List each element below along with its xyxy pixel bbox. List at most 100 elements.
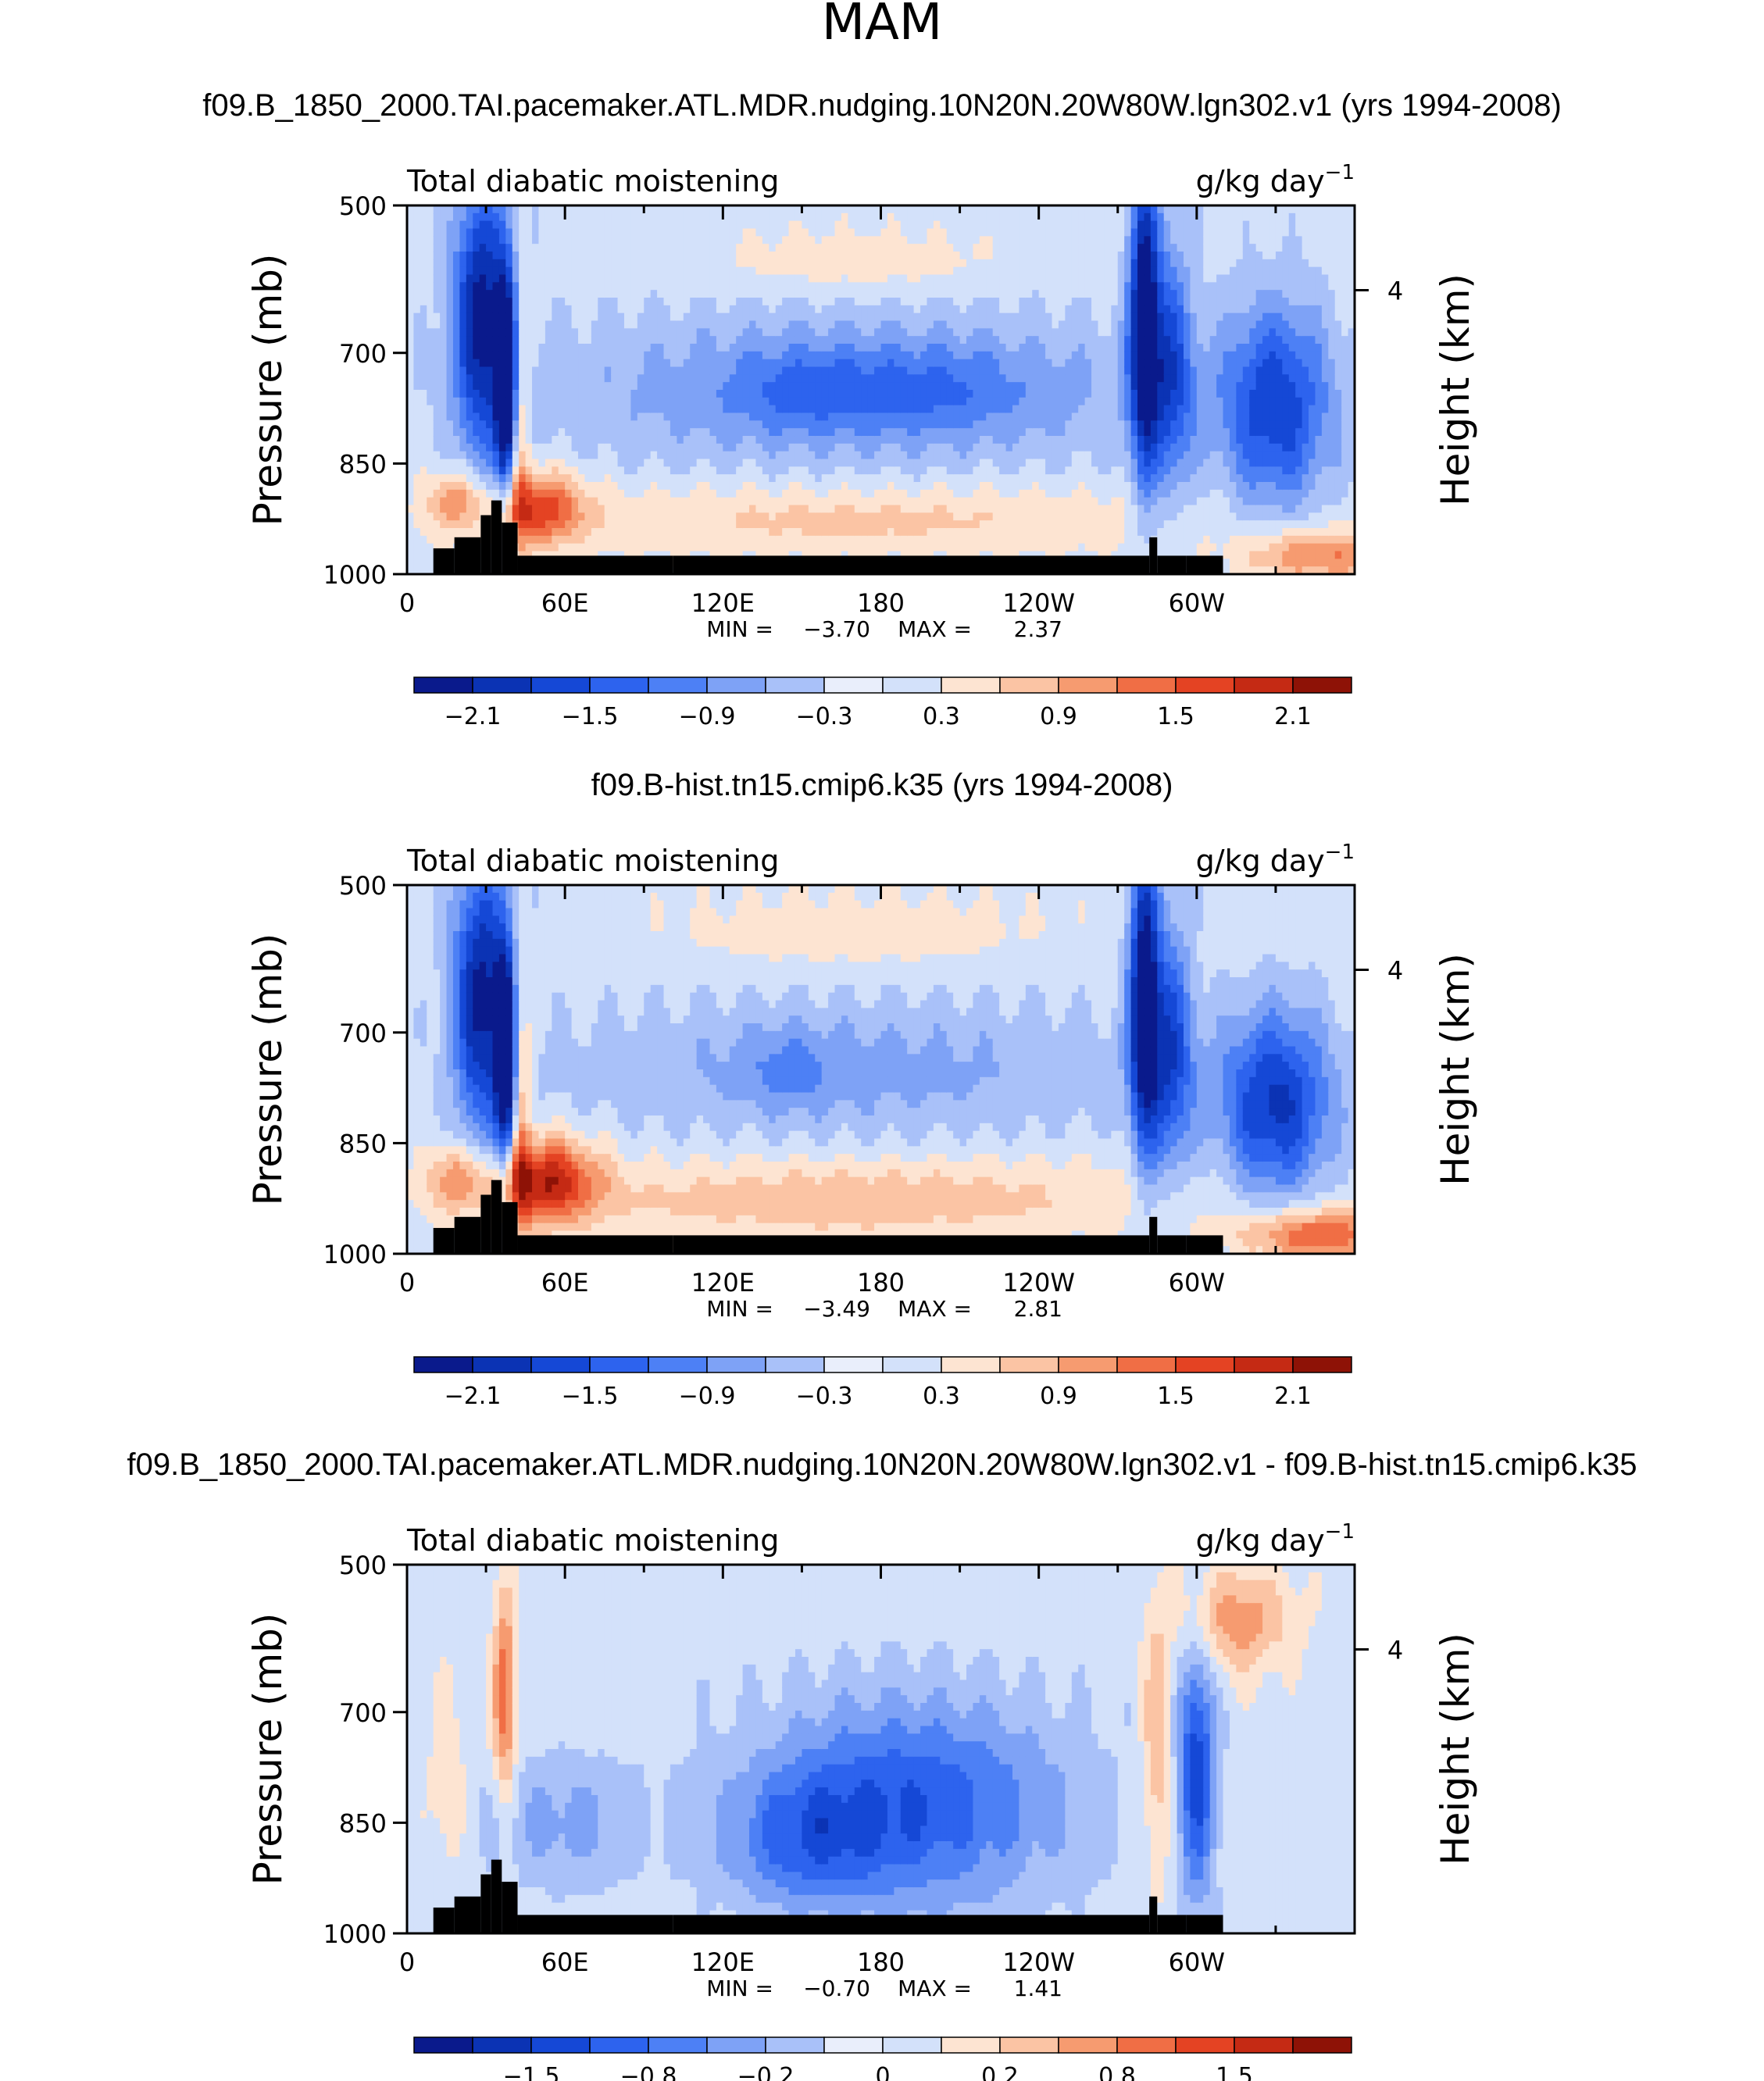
- contour-cell: [861, 236, 869, 245]
- contour-cell: [1045, 282, 1053, 291]
- contour-cell: [795, 282, 803, 291]
- contour-cell: [413, 282, 421, 291]
- contour-cell: [525, 443, 533, 452]
- contour-cell: [598, 274, 605, 283]
- contour-cell: [670, 212, 677, 222]
- contour-cell: [617, 412, 625, 421]
- contour-cell: [913, 312, 921, 322]
- contour-cell: [762, 451, 770, 460]
- contour-cell: [1025, 420, 1033, 429]
- contour-cell: [861, 535, 869, 544]
- contour-cell: [611, 482, 619, 491]
- contour-cell: [755, 228, 763, 237]
- contour-cell: [821, 266, 829, 276]
- contour-cell: [591, 252, 598, 260]
- contour-cell: [571, 320, 579, 329]
- contour-cell: [729, 228, 737, 237]
- contour-cell: [1071, 512, 1079, 521]
- contour-cell: [802, 266, 809, 276]
- contour-cell: [940, 390, 948, 398]
- contour-cell: [742, 505, 750, 513]
- contour-cell: [703, 428, 711, 437]
- contour-cell: [466, 374, 473, 383]
- contour-cell: [913, 344, 921, 352]
- contour-cell: [788, 320, 796, 329]
- contour-cell: [834, 305, 842, 314]
- contour-cell: [433, 228, 441, 237]
- contour-cell: [913, 482, 921, 491]
- contour-cell: [709, 443, 717, 452]
- contour-cell: [959, 312, 967, 322]
- contour-cell: [657, 266, 665, 276]
- contour-cell: [420, 228, 427, 237]
- contour-cell: [920, 244, 928, 252]
- contour-cell: [762, 328, 770, 337]
- contour-cell: [821, 236, 829, 245]
- contour-cell: [887, 551, 894, 559]
- contour-cell: [598, 252, 605, 260]
- contour-cell: [578, 320, 586, 329]
- contour-cell: [1025, 351, 1033, 360]
- contour-cell: [670, 412, 677, 421]
- contour-cell: [637, 528, 645, 537]
- contour-cell: [782, 420, 790, 429]
- contour-cell: [650, 528, 658, 537]
- contour-cell: [762, 298, 770, 306]
- contour-cell: [644, 505, 652, 513]
- contour-cell: [788, 212, 796, 222]
- contour-cell: [946, 451, 954, 460]
- contour-cell: [413, 374, 421, 383]
- contour-cell: [913, 428, 921, 437]
- contour-cell: [637, 228, 645, 237]
- contour-cell: [848, 305, 855, 314]
- contour-cell: [992, 359, 1000, 368]
- contour-cell: [623, 520, 631, 529]
- contour-cell: [769, 366, 777, 375]
- contour-cell: [663, 344, 671, 352]
- contour-cell: [459, 336, 467, 344]
- contour-cell: [532, 382, 540, 391]
- contour-cell: [828, 244, 836, 252]
- contour-cell: [1025, 205, 1033, 214]
- contour-cell: [459, 282, 467, 291]
- contour-cell: [966, 312, 974, 322]
- contour-cell: [1038, 466, 1046, 475]
- contour-cell: [1071, 505, 1079, 513]
- contour-cell: [933, 420, 941, 429]
- contour-cell: [1065, 274, 1073, 283]
- contour-cell: [1065, 443, 1073, 452]
- contour-cell: [887, 489, 894, 498]
- contour-cell: [854, 397, 862, 406]
- contour-cell: [598, 305, 605, 314]
- contour-cell: [999, 259, 1007, 268]
- contour-cell: [755, 305, 763, 314]
- contour-cell: [933, 220, 941, 230]
- contour-cell: [999, 512, 1007, 521]
- contour-cell: [959, 351, 967, 360]
- contour-cell: [736, 259, 744, 268]
- contour-cell: [802, 451, 809, 460]
- contour-cell: [854, 351, 862, 360]
- contour-cell: [1025, 405, 1033, 414]
- contour-cell: [407, 443, 415, 452]
- contour-cell: [729, 298, 737, 306]
- contour-cell: [927, 244, 934, 252]
- contour-cell: [808, 436, 816, 444]
- contour-cell: [913, 390, 921, 398]
- contour-cell: [880, 259, 888, 268]
- contour-cell: [657, 351, 665, 360]
- contour-cell: [887, 244, 894, 252]
- contour-cell: [466, 344, 473, 352]
- contour-cell: [802, 512, 809, 521]
- contour-cell: [413, 535, 421, 544]
- contour-cell: [512, 252, 520, 260]
- contour-cell: [1084, 528, 1092, 537]
- contour-cell: [946, 543, 954, 552]
- contour-cell: [907, 528, 915, 537]
- contour-cell: [525, 551, 533, 559]
- contour-cell: [578, 397, 586, 406]
- contour-cell: [742, 228, 750, 237]
- contour-cell: [927, 351, 934, 360]
- contour-cell: [913, 412, 921, 421]
- contour-cell: [473, 205, 480, 214]
